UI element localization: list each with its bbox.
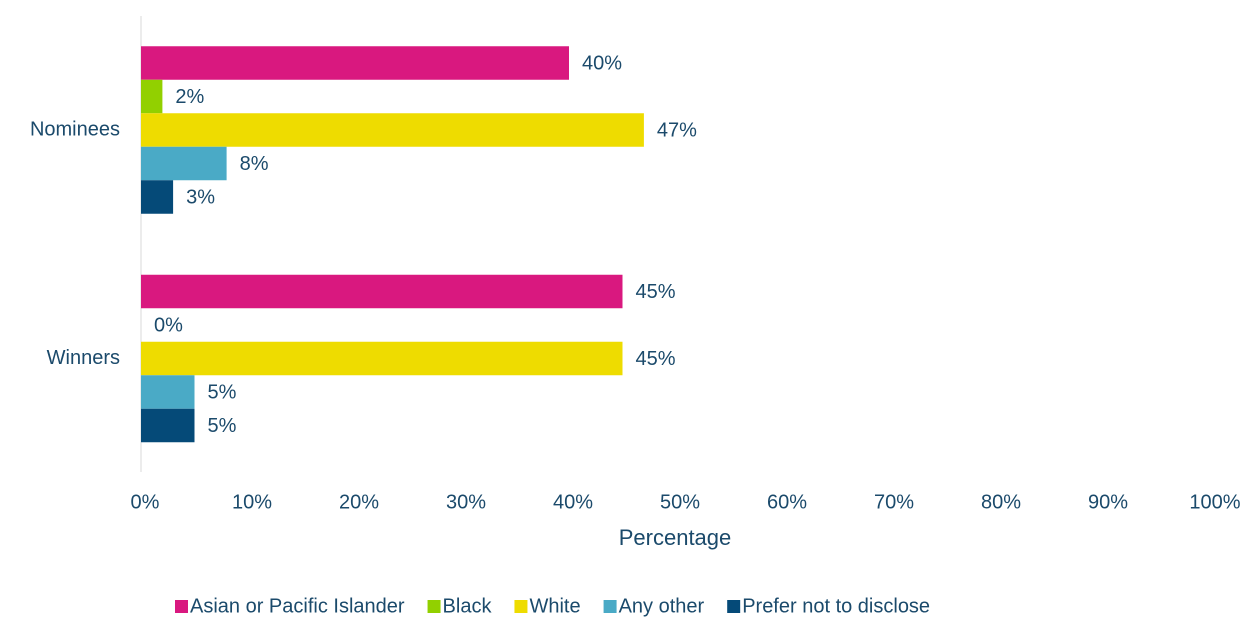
bar bbox=[141, 408, 195, 443]
bar bbox=[141, 46, 569, 80]
legend-swatch bbox=[427, 600, 441, 613]
data-label: 5% bbox=[208, 381, 237, 403]
x-tick-label: 20% bbox=[339, 491, 379, 513]
bar bbox=[141, 375, 195, 409]
data-label: 0% bbox=[154, 314, 183, 336]
x-tick-label: 50% bbox=[660, 491, 700, 513]
data-label: 8% bbox=[240, 153, 269, 175]
x-tick-label: 90% bbox=[1088, 491, 1128, 513]
bar bbox=[141, 146, 227, 181]
x-tick-label: 60% bbox=[767, 491, 807, 513]
y-tick-label: Nominees bbox=[30, 118, 120, 140]
legend-label: Black bbox=[443, 595, 493, 617]
legend-swatch bbox=[514, 600, 528, 613]
bar bbox=[141, 274, 623, 309]
data-label: 45% bbox=[636, 281, 676, 303]
legend-swatch bbox=[603, 600, 617, 613]
x-tick-label: 80% bbox=[981, 491, 1021, 513]
data-label: 40% bbox=[582, 52, 622, 74]
bar bbox=[141, 180, 174, 214]
x-tick-label: 0% bbox=[131, 491, 160, 513]
x-tick-label: 100% bbox=[1189, 491, 1240, 513]
legend-label: Prefer not to disclose bbox=[742, 595, 930, 617]
x-tick-label: 10% bbox=[232, 491, 272, 513]
data-label: 47% bbox=[657, 119, 697, 141]
legend-label: Any other bbox=[619, 595, 705, 617]
bar bbox=[141, 79, 163, 114]
legend-label: White bbox=[529, 595, 580, 617]
x-tick-label: 40% bbox=[553, 491, 593, 513]
legend-swatch bbox=[175, 600, 188, 613]
legend-swatch bbox=[727, 600, 741, 613]
data-label: 5% bbox=[208, 415, 237, 437]
x-tick-label: 30% bbox=[446, 491, 486, 513]
x-tick-label: 70% bbox=[874, 491, 914, 513]
bar bbox=[141, 341, 623, 376]
bar bbox=[141, 113, 644, 147]
y-tick-label: Winners bbox=[47, 347, 120, 369]
legend-label: Asian or Pacific Islander bbox=[190, 595, 405, 617]
data-label: 2% bbox=[175, 86, 204, 108]
x-axis-title: Percentage bbox=[619, 525, 732, 550]
data-label: 45% bbox=[636, 348, 676, 370]
data-label: 3% bbox=[186, 186, 215, 208]
